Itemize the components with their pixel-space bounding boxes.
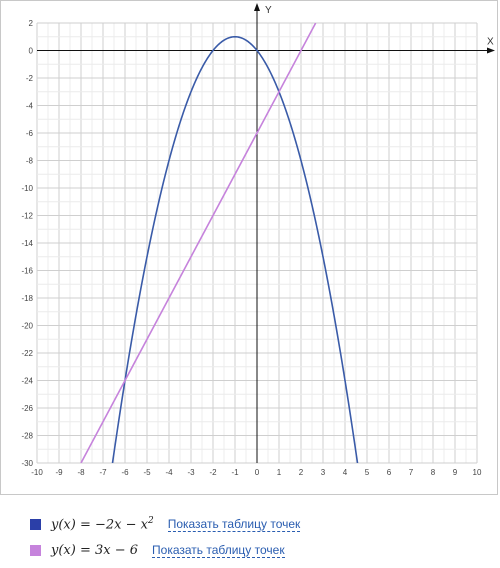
x-tick-label: -6 [121,468,129,477]
x-tick-label: -7 [99,468,107,477]
x-tick-label: -3 [187,468,195,477]
x-axis-arrow-icon [487,47,495,54]
y-tick-label: -26 [21,404,33,413]
x-tick-label: 5 [365,468,370,477]
legend-formula-2: y(x) = 3x − 6 [51,542,139,558]
x-tick-label: -4 [165,468,173,477]
x-tick-label: -9 [55,468,63,477]
x-tick-label: 3 [321,468,326,477]
x-tick-label: -5 [143,468,151,477]
y-tick-label: -22 [21,349,33,358]
y-tick-label: -6 [26,129,34,138]
x-tick-label: 2 [299,468,304,477]
series-line-2 [80,23,317,463]
series [80,23,359,463]
legend-item-2: y(x) = 3x − 6 Показать таблицу точек [30,540,285,560]
x-tick-label: -2 [209,468,217,477]
y-tick-label: -2 [26,74,34,83]
tick-labels: -10 -9 -8 -7 -6 -5 -4 -3 -2 -1 0 1 2 3 4 5 6 7 8 9 1020-2-4-… [21,19,482,477]
x-tick-label: 6 [387,468,392,477]
y-tick-label: -10 [21,184,33,193]
plot-area: -10 -9 -8 -7 -6 -5 -4 -3 -2 -1 0 1 2 3 4 5 6 7 8 9 1020-2-4-… [21,3,495,477]
series-line-1 [111,35,359,463]
x-tick-label: 0 [255,468,260,477]
y-axis-label: Y [265,5,272,16]
x-axis-label: X [487,37,494,48]
y-tick-label: -20 [21,322,33,331]
y-tick-label: -4 [26,102,34,111]
legend-swatch-2 [30,544,41,556]
y-tick-label: -12 [21,212,33,221]
y-axis-arrow-icon [254,3,260,11]
x-tick-label: 10 [473,468,482,477]
show-points-table-link-1[interactable]: Показать таблицу точек [167,516,301,532]
x-tick-label: 8 [431,468,436,477]
y-tick-label: -24 [21,377,33,386]
grid [36,22,478,464]
y-tick-label: -14 [21,239,33,248]
chart-panel: -10 -9 -8 -7 -6 -5 -4 -3 -2 -1 0 1 2 3 4 5 6 7 8 9 10 2 0 -2 -4-… [0,0,498,495]
x-tick-label: -1 [231,468,239,477]
x-tick-label: 1 [277,468,282,477]
legend-formula-1: y(x) = −2x − x2 [51,515,154,533]
x-tick-label: -8 [77,468,85,477]
y-tick-label: -28 [21,432,33,441]
y-tick-label: 2 [29,19,34,28]
y-tick-label: -18 [21,294,33,303]
legend-item-1: y(x) = −2x − x2 Показать таблицу точек [30,514,301,534]
axes [37,3,495,463]
show-points-table-link-2[interactable]: Показать таблицу точек [152,542,285,558]
y-tick-label: 0 [29,47,34,56]
legend-swatch-1 [30,518,41,530]
y-tick-label: -8 [26,157,34,166]
x-tick-label: 7 [409,468,414,477]
x-tick-label: 9 [453,468,458,477]
y-tick-label: -16 [21,267,33,276]
x-tick-label: 4 [343,468,348,477]
x-tick-label: -10 [31,468,43,477]
y-tick-label: -30 [21,459,33,468]
